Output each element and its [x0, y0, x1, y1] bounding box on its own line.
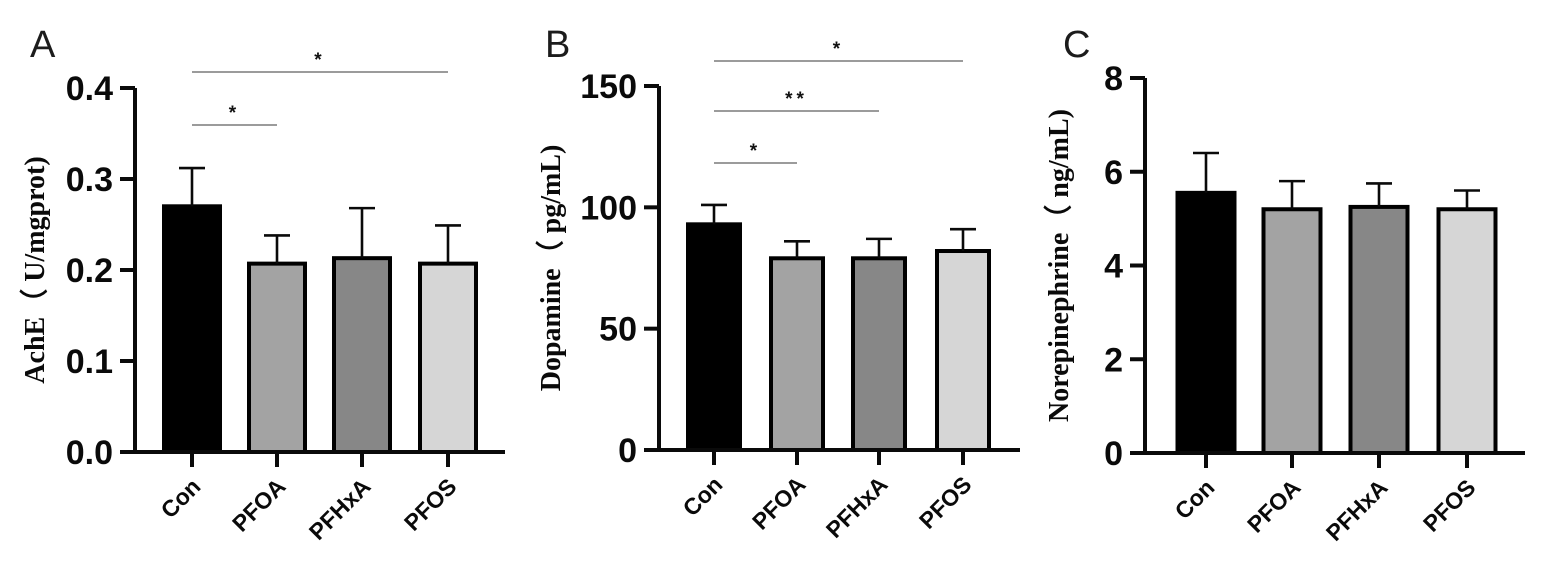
y-tick-label: 2 — [1104, 341, 1123, 379]
y-tick-label: 0.0 — [66, 434, 113, 472]
y-axis-title: Norepinephrine（ ng/mL) — [1042, 109, 1075, 422]
category-label-con: Con — [156, 473, 206, 523]
bar-pfos — [935, 249, 991, 452]
category-label-pfoa: PFOA — [227, 473, 291, 537]
y-tick-label: 50 — [599, 311, 637, 349]
panel-b: 0 50 100 150 Con PFOA PFHxA PFOS Dopamine（ pg/mL… — [534, 24, 1020, 543]
bar-pfos — [1436, 207, 1498, 455]
bar-pfoa — [247, 261, 307, 454]
category-label-pfoa: PFOA — [1242, 474, 1306, 538]
bar-pfhxa — [851, 256, 907, 452]
y-tick-label: 150 — [580, 68, 637, 106]
y-tick-label: 0 — [1104, 435, 1123, 473]
significance-star: * — [229, 103, 240, 124]
category-label-con: Con — [1170, 474, 1220, 524]
y-tick-label: 0.2 — [66, 252, 113, 290]
y-axis-title: AchE（ U/mgprot) — [18, 156, 51, 383]
y-tick-label: 4 — [1104, 248, 1123, 286]
bar-pfhxa — [332, 256, 392, 455]
y-tick-label: 100 — [580, 189, 637, 227]
y-tick-label: 0.1 — [66, 343, 113, 381]
category-label-pfhxa: PFHxA — [1321, 474, 1393, 546]
significance-star: * — [833, 39, 844, 60]
bar-con — [162, 204, 222, 454]
category-label-pfos: PFOS — [1418, 474, 1481, 537]
y-tick-label: 0.3 — [66, 161, 113, 199]
panel-label: C — [1063, 24, 1090, 66]
bar-pfoa — [769, 256, 825, 452]
y-tick-label: 6 — [1104, 154, 1123, 192]
bar-con — [1175, 190, 1237, 455]
panel-label: A — [30, 24, 56, 66]
bar-pfos — [418, 261, 478, 454]
panel-c: 0 2 4 6 8 Con PFOA PFHxA PFOS Norepinephrine（ ng/… — [1042, 24, 1525, 546]
significance-star: * — [314, 50, 325, 71]
category-label-pfhxa: PFHxA — [304, 473, 376, 545]
category-label-pfos: PFOS — [399, 473, 462, 536]
significance-star: ** — [785, 89, 808, 110]
y-tick-label: 0 — [618, 432, 637, 470]
category-label-pfos: PFOS — [914, 471, 977, 534]
panel-a: 0.0 0.1 0.2 0.3 0.4 Con PFOA PFHxA PFOS AchE（ U/m… — [18, 24, 505, 545]
y-axis-title: Dopamine（ pg/mL) — [534, 145, 567, 392]
bar-con — [686, 222, 742, 452]
y-tick-label: 8 — [1104, 60, 1123, 98]
category-label-con: Con — [678, 471, 728, 521]
bar-pfoa — [1261, 207, 1323, 455]
panel-label: B — [545, 24, 570, 66]
category-label-pfhxa: PFHxA — [821, 471, 893, 543]
category-label-pfoa: PFOA — [747, 471, 811, 535]
significance-star: * — [750, 141, 761, 162]
y-tick-label: 0.4 — [66, 70, 113, 108]
bar-pfhxa — [1348, 204, 1410, 455]
